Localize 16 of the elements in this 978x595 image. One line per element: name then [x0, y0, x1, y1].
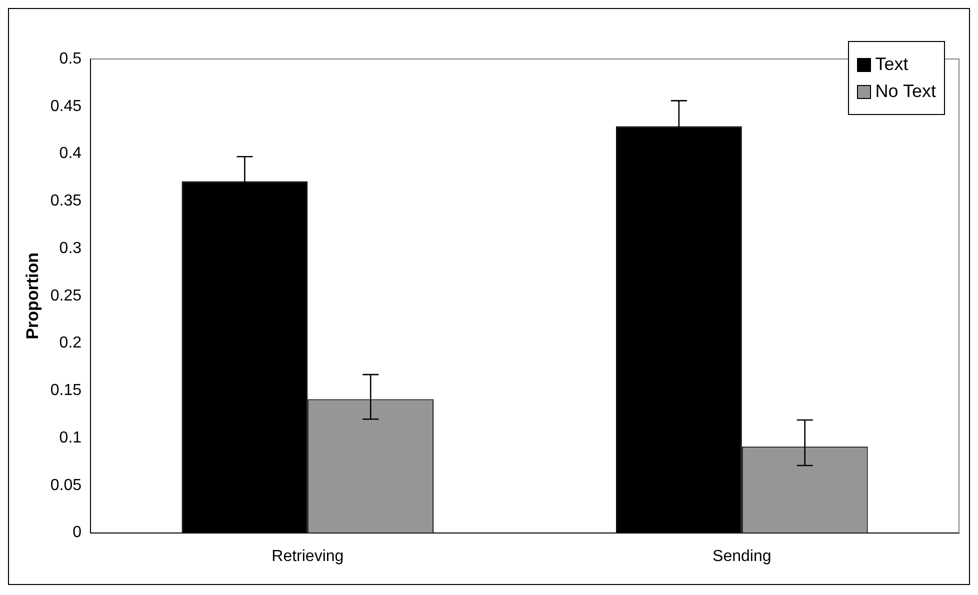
y-tick-label: 0.4 [59, 145, 82, 162]
y-tick-label: 0.25 [50, 287, 82, 304]
y-tick-label: 0.15 [50, 382, 82, 400]
y-tick-label: 0 [72, 524, 82, 542]
y-tick-label: 0.35 [50, 192, 82, 210]
y-tick-label: 0.3 [59, 240, 82, 257]
y-axis-title: Proportion [22, 252, 42, 340]
x-tick-label: Sending [712, 548, 772, 565]
y-tick-label: 0.45 [50, 98, 82, 115]
y-tick-label: 0.2 [59, 334, 82, 352]
y-tick-label: 0.05 [50, 476, 82, 494]
y-tick-label: 0.1 [59, 429, 82, 446]
y-tick-label: 0.5 [59, 50, 82, 68]
legend-label: Text [875, 54, 908, 75]
legend-label: No Text [875, 81, 936, 102]
x-tick-label: Retrieving [272, 548, 344, 565]
